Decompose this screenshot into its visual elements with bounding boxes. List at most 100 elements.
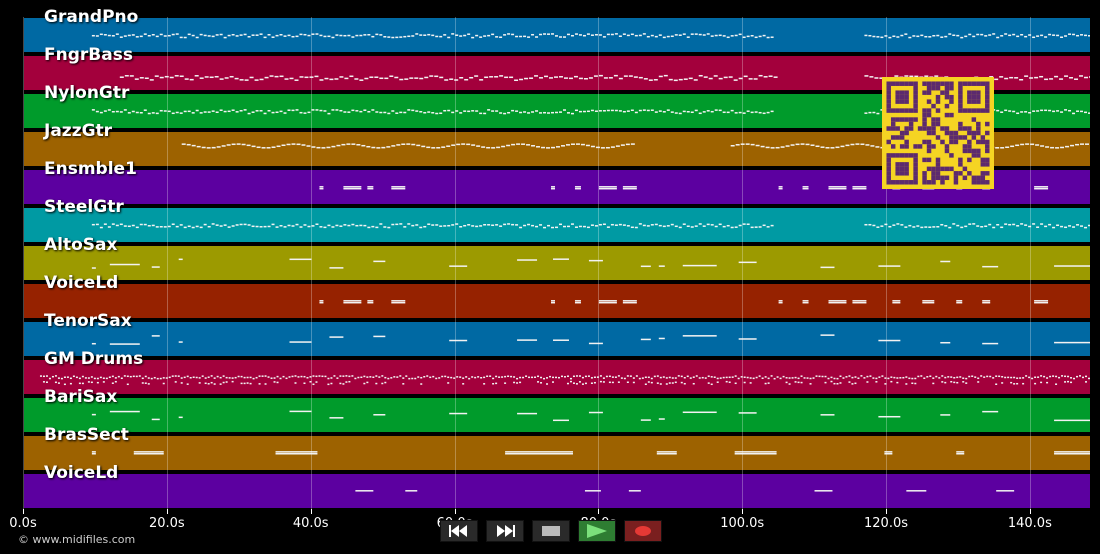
midi-note [384,376,387,379]
midi-note [270,377,273,379]
midi-note [501,376,504,378]
midi-note [551,301,556,304]
midi-note [99,376,102,379]
midi-note [419,111,423,113]
midi-note [730,109,734,112]
midi-note [343,300,362,302]
midi-note [618,77,623,80]
midi-note [1085,381,1088,383]
midi-note [626,34,630,37]
midi-note [455,223,459,225]
midi-note [539,224,543,226]
midi-note [227,110,231,113]
midi-note [231,109,235,111]
midi-note [109,343,140,345]
midi-note [578,77,583,80]
midi-note [289,341,312,343]
midi-note [746,35,750,38]
midi-note [980,375,983,377]
midi-note [845,144,850,147]
midi-note [640,419,651,421]
midi-note [539,33,543,36]
play-button[interactable] [578,520,616,542]
midi-note [403,111,407,114]
midi-note [602,223,606,226]
midi-note [1000,147,1005,149]
midi-note [836,383,839,385]
midi-note [275,453,318,455]
midi-note [976,225,980,227]
midi-note [766,111,770,114]
midi-note [693,79,698,81]
track-label: VoiceLd [44,463,119,483]
midi-note [451,111,455,114]
midi-note [363,109,367,111]
midi-note [606,33,610,36]
midi-note [139,223,143,226]
rewind-button[interactable] [440,520,478,542]
midi-note [495,36,499,38]
midi-note [1067,380,1070,383]
midi-note [462,377,465,379]
midi-note [45,381,48,383]
midi-note [884,383,887,385]
midi-note [599,375,602,377]
midi-note [375,111,379,113]
midi-note [147,112,151,115]
midi-note [1048,223,1052,226]
midi-note [304,76,309,79]
midi-note [331,36,335,39]
midi-note [443,34,447,36]
midi-note [565,144,570,146]
midi-note [646,109,650,112]
midi-note [239,79,244,81]
record-button[interactable] [624,520,662,542]
fast-forward-button[interactable] [486,520,524,542]
midi-note [341,143,346,146]
midi-note [982,265,999,268]
qr-code-icon[interactable] [882,77,994,189]
midi-note [896,381,899,384]
midi-note [492,382,495,385]
midi-note [761,377,764,379]
midi-note [96,381,99,384]
midi-note [900,34,904,37]
midi-note [682,264,717,267]
midi-note [327,383,330,386]
midi-note [746,223,750,226]
midi-note [209,76,214,79]
midi-note [730,35,734,37]
midi-note [594,110,598,112]
midi-note [416,144,421,147]
midi-note [584,490,601,492]
midi-note [263,36,267,39]
midi-note [704,377,707,379]
midi-note [539,77,544,79]
stop-button[interactable] [532,520,570,542]
midi-note [174,381,177,383]
midi-note [740,143,745,145]
midi-note [503,223,507,226]
midi-note [475,110,479,112]
midi-note [932,382,935,385]
midi-note [1028,34,1032,36]
midi-note [767,377,770,380]
midi-note [850,143,855,146]
midi-note [552,381,555,383]
midi-note [864,112,868,114]
midi-note [367,110,371,113]
midi-note [996,109,1000,112]
midi-note [998,375,1001,378]
midi-note [54,375,57,377]
midi-note [529,77,534,79]
midi-note [779,377,782,380]
midi-note [1007,376,1010,379]
midi-note [920,375,923,377]
midi-note [590,224,594,226]
midi-note [596,376,599,378]
midi-note [848,381,851,383]
midi-note [778,187,783,190]
midi-note [1084,34,1088,37]
midi-note [598,301,617,304]
midi-note [630,33,634,36]
